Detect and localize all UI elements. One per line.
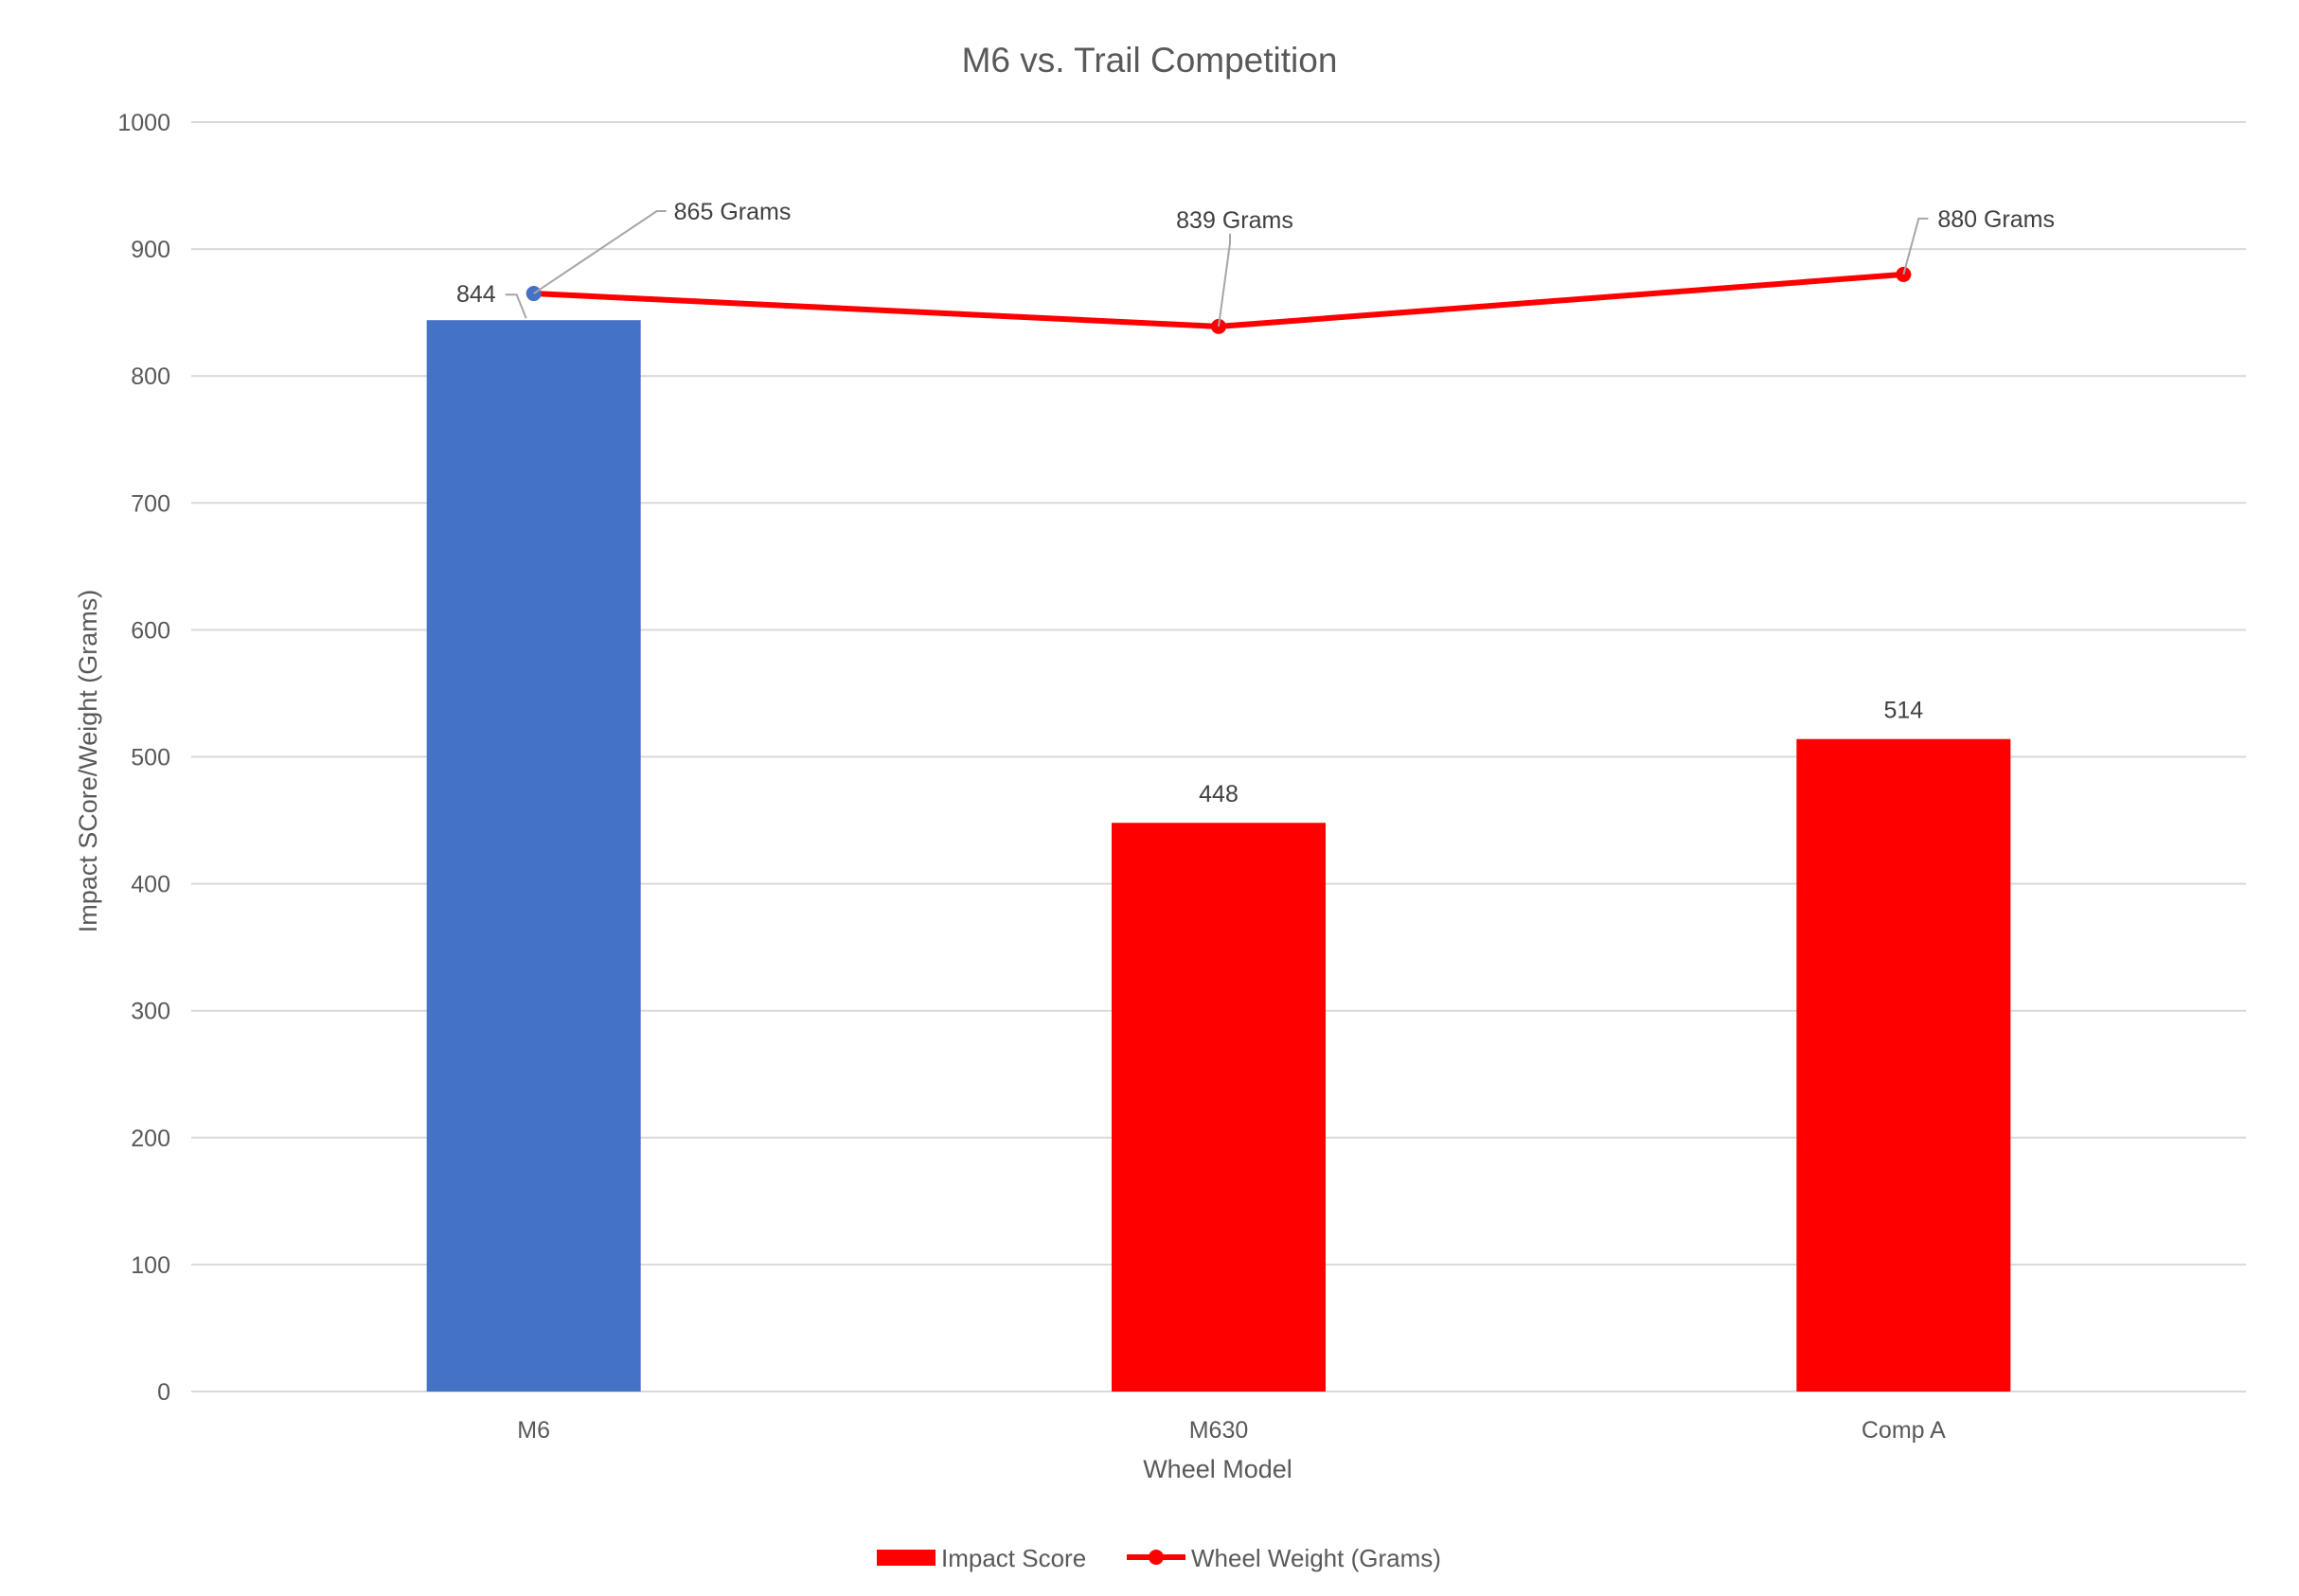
bar-data-label-1: 448 [1199,781,1239,807]
chart-title: M6 vs. Trail Competition [962,41,1338,80]
line-data-label-1: 839 Grams [1176,207,1293,234]
bar-data-label-2: 514 [1883,698,1923,724]
legend-label-impact-score: Impact Score [941,1544,1086,1572]
line-label-leader-1 [1218,233,1231,328]
legend-swatch-impact-score [877,1550,936,1566]
bar-series [426,320,2011,1392]
x-axis-title: Wheel Model [1143,1455,1292,1483]
legend-marker-wheel-weight [1149,1550,1164,1565]
y-tick-label-2: 200 [131,1126,170,1152]
y-tick-label-5: 500 [131,745,170,771]
y-tick-label-7: 700 [131,490,170,517]
line-wheel-weight [533,271,1904,329]
x-tick-label-1: M630 [1189,1417,1249,1444]
y-tick-label-10: 1000 [117,110,170,136]
bar-1 [1112,823,1326,1392]
data-labels: 844 448 514 865 Grams 839 Grams 880 Grams [456,199,2055,807]
line-data-label-2: 880 Grams [1937,206,2055,233]
x-tick-label-2: Comp A [1862,1417,1946,1444]
bar-label-leader-0 [505,293,527,319]
y-tick-label-6: 600 [131,617,170,644]
line-label-leader-0 [533,210,667,294]
bar-2 [1796,738,2011,1392]
bar-0 [426,320,641,1392]
y-tick-label-9: 900 [131,237,170,263]
legend: Impact Score Wheel Weight (Grams) [877,1544,1441,1572]
x-tick-label-0: M6 [517,1417,550,1444]
y-axis-ticks: 0 100 200 300 400 500 600 700 800 900 1000 [117,110,170,1406]
y-tick-label-1: 100 [131,1252,170,1279]
bar-data-label-0: 844 [456,281,496,308]
x-axis-ticks: M6 M630 Comp A [517,1417,1946,1444]
y-axis-title: Impact SCore/Weight (Grams) [74,590,102,933]
y-tick-label-0: 0 [157,1379,170,1406]
y-tick-label-3: 300 [131,999,170,1025]
legend-label-wheel-weight: Wheel Weight (Grams) [1191,1544,1441,1572]
y-tick-label-4: 400 [131,872,170,898]
y-tick-label-8: 800 [131,364,170,390]
line-label-leader-2 [1902,217,1929,275]
line-data-label-0: 865 Grams [674,199,792,225]
